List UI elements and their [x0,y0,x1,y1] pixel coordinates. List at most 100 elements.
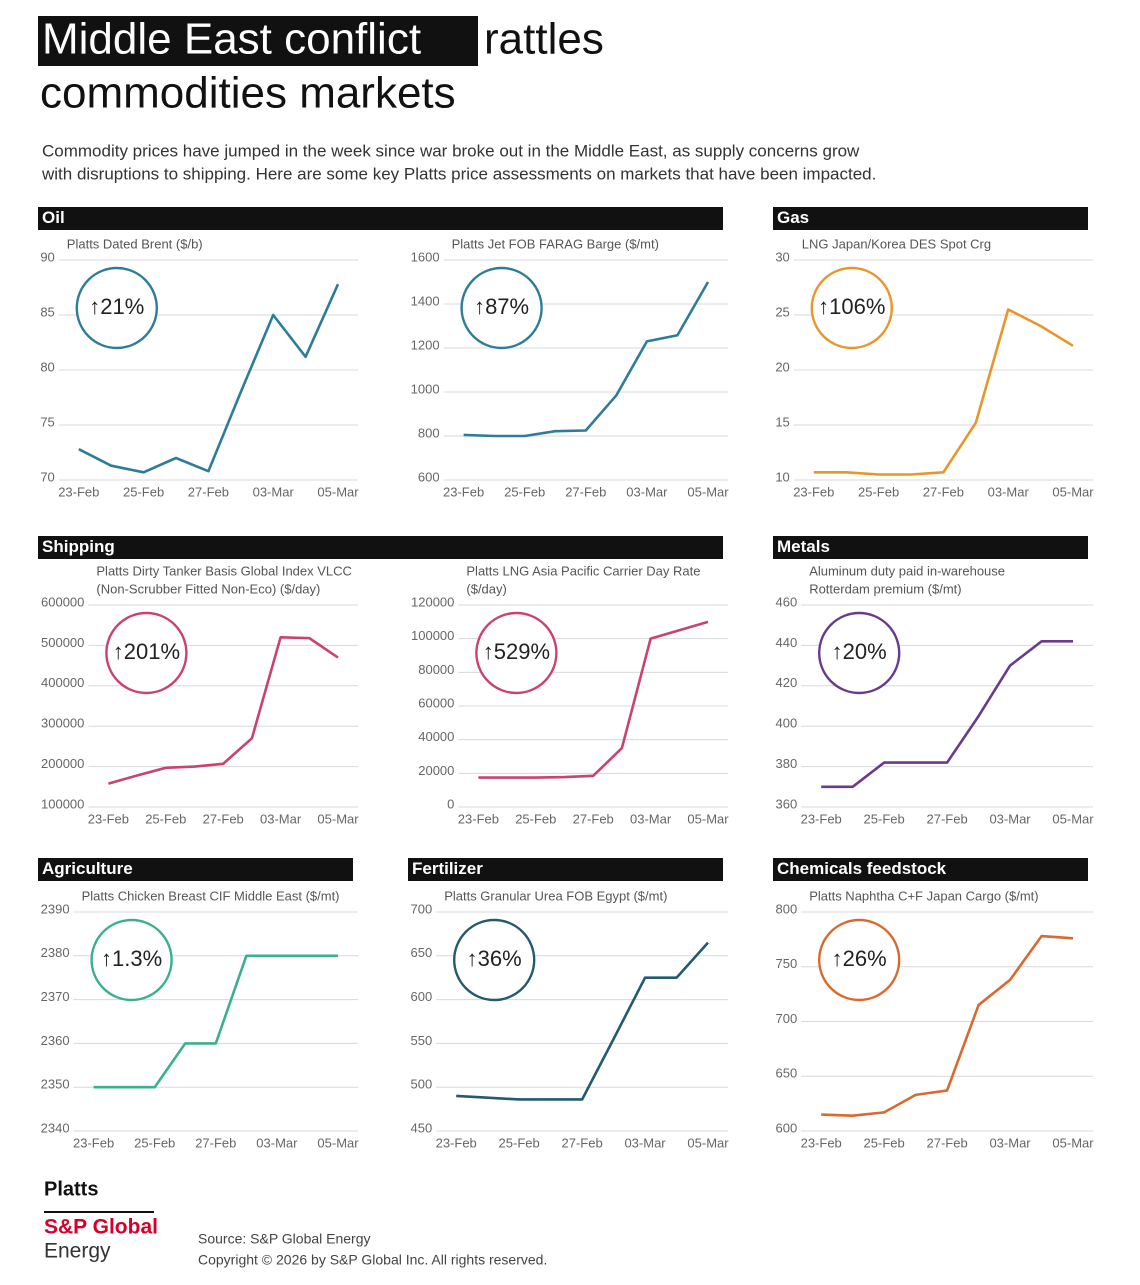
logo: Platts [44,1178,98,1200]
badge: ↑20% [832,639,887,664]
y-tick-label: 500000 [41,635,84,650]
badge-ring [460,266,543,350]
x-tick-label: 23-Feb [458,811,499,826]
source: Source: S&P Global Energy [198,1231,371,1247]
x-tick-label: 27-Feb [926,1135,967,1150]
line [93,954,338,1089]
y-tick-label: 90 [40,249,54,264]
y-tick-label: 600 [418,469,440,484]
chart-title: LNG Japan/Korea DES Spot Crg [802,236,991,251]
badge: ↑106% [818,294,885,319]
badge-ring [818,611,901,695]
chart-title: Rotterdam premium ($/mt) [809,581,961,596]
y-tick-label: 1200 [411,337,440,352]
y-tick-label: 25 [775,304,789,319]
y-tick-label: 2340 [41,1120,70,1135]
y-tick-label: 700 [410,901,432,916]
y-tick-label: 85 [40,304,54,319]
x-tick-label: 05-Mar [317,484,359,499]
badge-ring [818,918,901,1002]
y-tick-label: 80 [40,359,54,374]
section-title: Chemicals feedstock [777,859,947,878]
section-bar [38,858,353,881]
x-tick-label: 05-Mar [687,484,729,499]
x-tick-label: 23-Feb [436,1135,477,1150]
y-tick-label: 650 [410,945,432,960]
y-tick-label: 400 [775,716,797,731]
chart-title: Aluminum duty paid in-warehouse [809,563,1005,578]
x-tick-label: 25-Feb [515,811,556,826]
y-tick-label: 0 [447,796,454,811]
x-tick-label: 05-Mar [1052,811,1094,826]
x-tick-label: 27-Feb [565,484,606,499]
x-tick-label: 25-Feb [145,811,186,826]
y-tick-label: 10 [775,469,789,484]
y-tick-label: 440 [775,635,797,650]
y-tick-label: 100000 [411,628,454,643]
badge: ↑36% [467,946,522,971]
x-tick-label: 03-Mar [256,1135,298,1150]
y-tick-label: 1600 [411,249,440,264]
y-tick-label: 2370 [41,989,70,1004]
x-tick-label: 23-Feb [793,484,834,499]
badge-ring [810,266,893,350]
line [456,941,709,1101]
chart-title: (Non-Scrubber Fitted Non-Eco) ($/day) [96,581,320,596]
x-tick-label: 25-Feb [864,811,905,826]
section-bar [773,858,1088,881]
title-highlight: Middle East conflict [42,15,421,64]
badge-ring [105,611,188,695]
y-tick-label: 30 [775,249,789,264]
section-bar [408,858,723,881]
line [821,640,1073,789]
title: rattles [484,15,604,64]
x-tick-label: 27-Feb [561,1135,602,1150]
y-tick-label: 800 [775,901,797,916]
y-tick-label: 70 [40,469,54,484]
x-tick-label: 05-Mar [1052,484,1094,499]
badge-ring [453,918,536,1002]
x-tick-label: 27-Feb [573,811,614,826]
x-tick-label: 23-Feb [801,811,842,826]
copyright: Copyright © 2026 by S&P Global Inc. All … [198,1252,547,1268]
badge: ↑21% [89,294,144,319]
section-title: Metals [777,537,830,556]
badge-ring [90,918,173,1002]
x-tick-label: 03-Mar [630,811,672,826]
y-tick-label: 360 [775,796,797,811]
y-tick-label: 120000 [411,594,454,609]
y-tick-label: 460 [775,594,797,609]
x-tick-label: 05-Mar [687,811,729,826]
subtitle: Commodity prices have jumped in the week… [42,141,860,160]
subtitle: with disruptions to shipping. Here are s… [41,164,876,183]
section-title: Gas [777,208,809,227]
y-tick-label: 200000 [41,756,84,771]
y-tick-label: 450 [410,1120,432,1135]
x-tick-label: 03-Mar [989,1135,1031,1150]
y-tick-label: 20 [775,359,789,374]
y-tick-label: 80000 [418,662,454,677]
x-tick-label: 23-Feb [73,1135,114,1150]
chart-title: Platts Chicken Breast CIF Middle East ($… [82,888,340,903]
title-line2: commodities markets [40,69,456,118]
section-bar [38,536,723,559]
y-tick-label: 600 [410,989,432,1004]
x-tick-label: 25-Feb [134,1135,175,1150]
x-tick-label: 03-Mar [989,811,1031,826]
chart-title: Platts Naphtha C+F Japan Cargo ($/mt) [809,888,1038,903]
section-bar [773,207,1088,230]
line [78,283,340,474]
chart-title: ($/day) [466,581,506,596]
y-tick-label: 100000 [41,796,84,811]
x-tick-label: 25-Feb [864,1135,905,1150]
y-tick-label: 600000 [41,594,84,609]
y-tick-label: 300000 [41,716,84,731]
badge: ↑1.3% [101,946,162,971]
x-tick-label: 05-Mar [1052,1135,1094,1150]
x-tick-label: 25-Feb [499,1135,540,1150]
section-title: Oil [42,208,65,227]
x-tick-label: 05-Mar [317,811,359,826]
chart-title: Platts LNG Asia Pacific Carrier Day Rate [466,563,700,578]
x-tick-label: 05-Mar [687,1135,729,1150]
line [463,281,710,438]
